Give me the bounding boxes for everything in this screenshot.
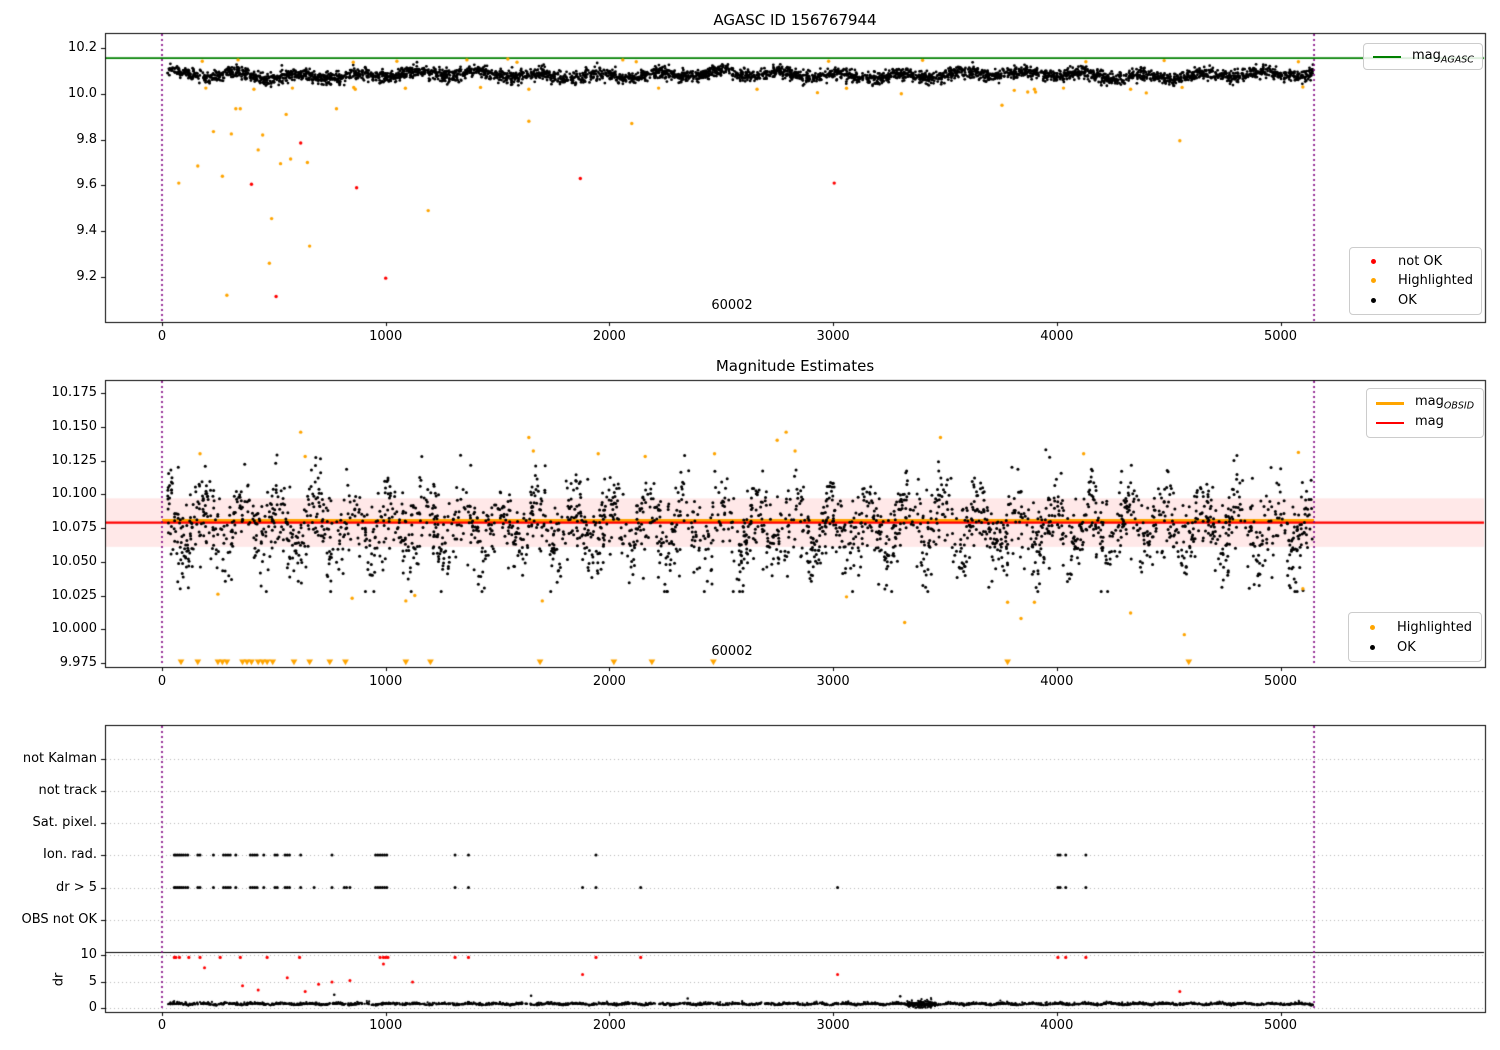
mag-line-swatch: [1376, 422, 1404, 424]
legend-mag-lines: magOBSID mag: [1366, 388, 1484, 438]
legend-item-not-ok: not OK: [1359, 252, 1472, 271]
flag-row-label: not track: [38, 782, 97, 798]
legend-item-highlighted-mid: Highlighted: [1358, 617, 1472, 637]
highlighted-marker-swatch: [1359, 278, 1387, 284]
x-tick-label: 3000: [816, 674, 850, 689]
y-tick-label: 9.4: [76, 223, 97, 239]
dr-tick-label: 10: [80, 947, 97, 962]
legend-label-mag-obsid: magOBSID: [1415, 394, 1475, 412]
y-tick-label: 10.025: [51, 587, 98, 603]
x-tick-label: 4000: [1040, 674, 1074, 689]
flag-row-label: Sat. pixel.: [32, 815, 97, 830]
y-tick-label: 9.975: [59, 655, 97, 670]
legend-label-mag: mag: [1415, 414, 1444, 430]
y-tick-label: 9.6: [76, 177, 97, 193]
y-tick-label: 10.000: [51, 621, 98, 637]
y-tick-label: 10.125: [51, 452, 98, 468]
not-ok-marker-swatch: [1359, 259, 1387, 265]
highlighted-marker-swatch: [1358, 624, 1386, 630]
obsid-label-top: 60002: [711, 298, 753, 313]
ok-marker-swatch: [1359, 297, 1387, 303]
legend-middle-markers: Highlighted OK: [1348, 612, 1482, 662]
x-tick-label: 1000: [369, 1018, 403, 1033]
dr-tick-label: 0: [88, 1000, 97, 1015]
x-tick-label: 5000: [1263, 674, 1298, 689]
x-tick-label: 4000: [1040, 1018, 1074, 1033]
dr-tick-label: 5: [88, 973, 97, 989]
y-tick-label: 10.100: [51, 486, 98, 502]
ok-marker-swatch: [1358, 644, 1386, 650]
middle-plot-area: [105, 380, 1485, 667]
legend-label-not-ok: not OK: [1398, 254, 1443, 270]
legend-item-ok-mid: OK: [1358, 637, 1472, 657]
mag-obsid-line-swatch: [1376, 401, 1404, 405]
obsid-label-middle: 60002: [711, 644, 753, 659]
flag-row-label: dr > 5: [55, 879, 97, 895]
x-tick-label: 2000: [592, 674, 626, 689]
x-tick-label: 2000: [592, 1018, 626, 1033]
y-tick-label: 10.150: [51, 418, 98, 434]
x-tick-label: 0: [157, 674, 167, 689]
mag-agasc-line-swatch: [1373, 55, 1401, 58]
legend-item-mag-agasc: magAGASC: [1373, 47, 1474, 66]
legend-top-markers: not OK Highlighted OK: [1349, 247, 1482, 315]
legend-item-highlighted: Highlighted: [1359, 271, 1473, 290]
flag-row-label: Ion. rad.: [43, 847, 97, 862]
legend-item-mag-obsid: magOBSID: [1376, 393, 1474, 413]
legend-label-highlighted: Highlighted: [1398, 273, 1473, 289]
x-tick-label: 1000: [369, 674, 403, 689]
x-tick-label: 5000: [1263, 1018, 1298, 1033]
y-tick-label: 10.2: [68, 40, 97, 55]
y-tick-label: 9.2: [76, 269, 97, 284]
legend-label-ok-mid: OK: [1397, 639, 1416, 655]
legend-item-ok: OK: [1359, 291, 1472, 310]
top-plot-area: [105, 33, 1485, 322]
y-tick-label: 10.050: [51, 553, 98, 569]
x-tick-label: 1000: [369, 329, 403, 344]
legend-label-ok: OK: [1398, 292, 1417, 308]
x-tick-label: 0: [157, 329, 167, 344]
y-tick-label: 9.8: [76, 131, 97, 147]
x-tick-label: 3000: [816, 1018, 850, 1033]
flag-row-label: OBS not OK: [21, 912, 98, 927]
y-tick-label: 10.0: [68, 85, 97, 101]
top-plot-title: AGASC ID 156767944: [713, 11, 877, 29]
y-tick-label: 10.075: [51, 520, 98, 535]
legend-label-highlighted-mid: Highlighted: [1397, 619, 1472, 635]
x-tick-label: 4000: [1040, 329, 1074, 344]
bottom-plot-area: [105, 725, 1485, 1012]
flag-row-label: not Kalman: [22, 751, 97, 766]
middle-plot-title: Magnitude Estimates: [715, 357, 875, 375]
x-tick-label: 3000: [816, 329, 850, 344]
legend-label-mag-agasc: magAGASC: [1412, 47, 1474, 66]
legend-item-mag: mag: [1376, 413, 1474, 433]
x-tick-label: 0: [157, 1018, 167, 1033]
legend-mag-agasc: magAGASC: [1363, 43, 1483, 70]
x-tick-label: 5000: [1263, 329, 1298, 344]
x-tick-label: 2000: [592, 329, 626, 344]
y-tick-label: 10.175: [51, 385, 98, 400]
